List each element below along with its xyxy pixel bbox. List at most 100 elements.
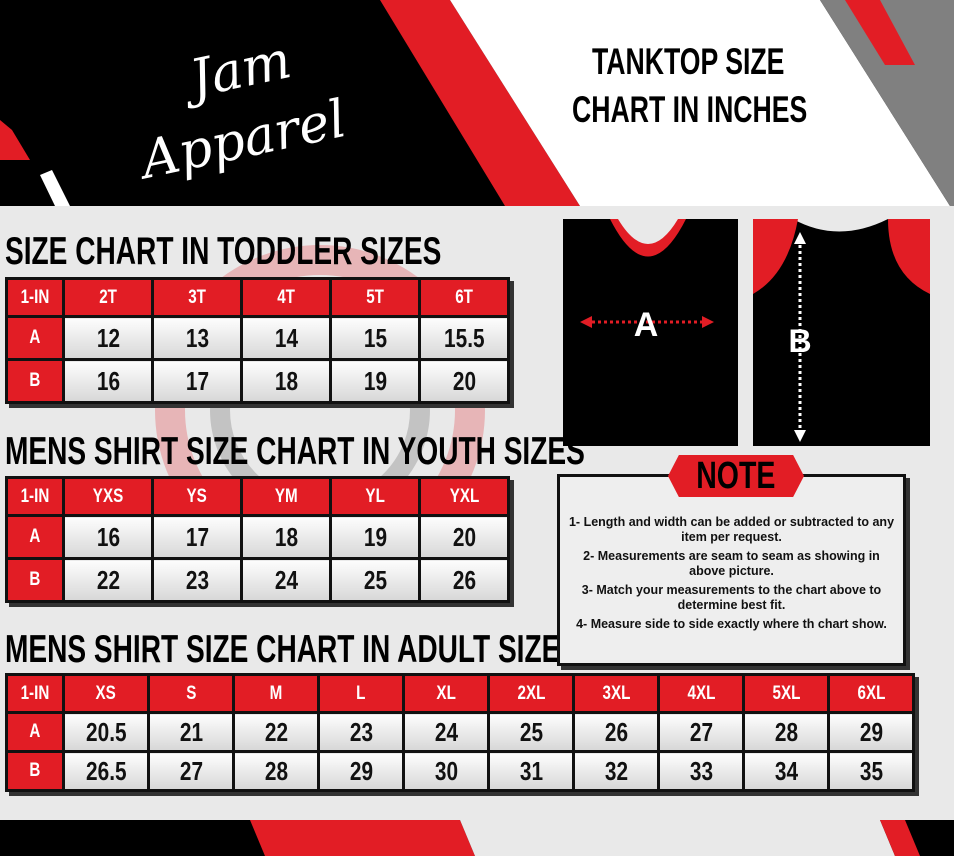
measurement-cell: 32 (572, 750, 660, 792)
size-header: XL (402, 673, 490, 714)
header-text: 5T (366, 286, 384, 308)
measure-b-label: B (788, 323, 811, 359)
header-text: 3XL (602, 682, 630, 704)
footer-stripes (250, 820, 920, 856)
unit-header: 1-IN (5, 277, 65, 318)
measurement-value: 27 (179, 755, 203, 786)
header-text: S (185, 682, 197, 704)
unit-header: 1-IN (5, 673, 65, 714)
measurement-value: 25 (519, 716, 543, 747)
measurement-cell: 20 (418, 514, 510, 560)
measurement-cell: 30 (402, 750, 490, 792)
note-title: NOTE (696, 455, 776, 497)
measurement-value: 19 (363, 521, 387, 552)
measurement-value: 18 (274, 521, 298, 552)
measurement-cell: 33 (657, 750, 745, 792)
measurement-cell: 15.5 (418, 315, 510, 361)
youth-table: 1-IN YXS YS YM YL YXL A 16 17 18 19 20 B 22 23 24 25 26 (5, 476, 510, 603)
toddler-section-title: SIZE CHART IN TODDLER SIZES (5, 230, 442, 273)
size-header: XS (62, 673, 150, 714)
tanktop-front-icon (563, 219, 738, 446)
measurement-value: 34 (774, 755, 798, 786)
measure-a-label: A (634, 306, 659, 344)
header-text: YM (274, 485, 298, 507)
measurement-cell: 29 (317, 750, 405, 792)
measurement-cell: 17 (151, 514, 243, 560)
measurement-value: 12 (96, 322, 120, 353)
measurement-value: 27 (689, 716, 713, 747)
table-row: B 16 17 18 19 20 (5, 358, 510, 404)
header-text: 1-IN (20, 286, 50, 308)
size-header: 6T (418, 277, 510, 318)
measurement-cell: 35 (827, 750, 915, 792)
note-item: 2- Measurements are seam to seam as show… (583, 549, 880, 578)
measurement-value: 32 (604, 755, 628, 786)
chart-title-line1: TANKTOP SIZE (592, 41, 785, 82)
measurement-cell: 24 (240, 557, 332, 603)
measurement-cell: 34 (742, 750, 830, 792)
measurement-value: 30 (434, 755, 458, 786)
header-banner: Jam Apparel TANKTOP SIZE CHART IN INCHES (0, 0, 954, 206)
measurement-value: 15.5 (443, 322, 485, 353)
measurement-cell: 17 (151, 358, 243, 404)
row-label-text: B (29, 760, 41, 781)
header-text: YXL (449, 485, 479, 507)
size-header: 4XL (657, 673, 745, 714)
header-text: 1-IN (20, 682, 50, 704)
measurement-cell: 22 (62, 557, 154, 603)
row-label: A (5, 315, 65, 361)
measurement-cell: 16 (62, 514, 154, 560)
measurement-cell: 20 (418, 358, 510, 404)
header-text: L (356, 682, 366, 704)
size-header: YXS (62, 476, 154, 517)
measurement-cell: 13 (151, 315, 243, 361)
measurement-value: 24 (434, 716, 458, 747)
row-label: A (5, 514, 65, 560)
table-header-row: 1-IN 2T 3T 4T 5T 6T (5, 277, 510, 318)
measurement-cell: 18 (240, 514, 332, 560)
measurement-cell: 29 (827, 711, 915, 753)
measurement-cell: 24 (402, 711, 490, 753)
youth-section-title: MENS SHIRT SIZE CHART IN YOUTH SIZES (5, 430, 585, 473)
unit-header: 1-IN (5, 476, 65, 517)
measurement-cell: 28 (742, 711, 830, 753)
header-text: YS (186, 485, 208, 507)
size-header: 6XL (827, 673, 915, 714)
tanktop-back-icon (753, 219, 930, 446)
tanktop-diagram: A B (563, 219, 930, 446)
table-row: A 12 13 14 15 15.5 (5, 315, 510, 361)
banner-stripes (0, 0, 954, 206)
table-header-row: 1-IN XS S M L XL 2XL 3XL 4XL 5XL 6XL (5, 673, 915, 714)
table-header-row: 1-IN YXS YS YM YL YXL (5, 476, 510, 517)
measurement-value: 28 (264, 755, 288, 786)
measurement-cell: 20.5 (62, 711, 150, 753)
size-header: YS (151, 476, 243, 517)
measurement-value: 22 (96, 564, 120, 595)
measurement-cell: 14 (240, 315, 332, 361)
measurement-cell: 16 (62, 358, 154, 404)
measurement-value: 22 (264, 716, 288, 747)
measurement-cell: 19 (329, 358, 421, 404)
size-header: YL (329, 476, 421, 517)
measurement-value: 20.5 (85, 716, 127, 747)
measurement-value: 33 (689, 755, 713, 786)
header-text: 2T (99, 286, 117, 308)
measurement-cell: 26 (418, 557, 510, 603)
size-header: YM (240, 476, 332, 517)
measurement-value: 16 (96, 521, 120, 552)
size-header: 5XL (742, 673, 830, 714)
header-text: 4T (277, 286, 295, 308)
header-text: M (269, 682, 283, 704)
measurement-value: 13 (185, 322, 209, 353)
measurement-value: 20 (452, 521, 476, 552)
size-header: 5T (329, 277, 421, 318)
measurement-cell: 22 (232, 711, 320, 753)
header-text: 4XL (687, 682, 715, 704)
measurement-cell: 23 (151, 557, 243, 603)
size-header: 2XL (487, 673, 575, 714)
measurement-cell: 26.5 (62, 750, 150, 792)
adult-table: 1-IN XS S M L XL 2XL 3XL 4XL 5XL 6XL A 20.5 21 22 23 24 2… (5, 673, 915, 792)
header-text: YXS (92, 485, 124, 507)
size-header: L (317, 673, 405, 714)
footer-banner (0, 820, 954, 856)
